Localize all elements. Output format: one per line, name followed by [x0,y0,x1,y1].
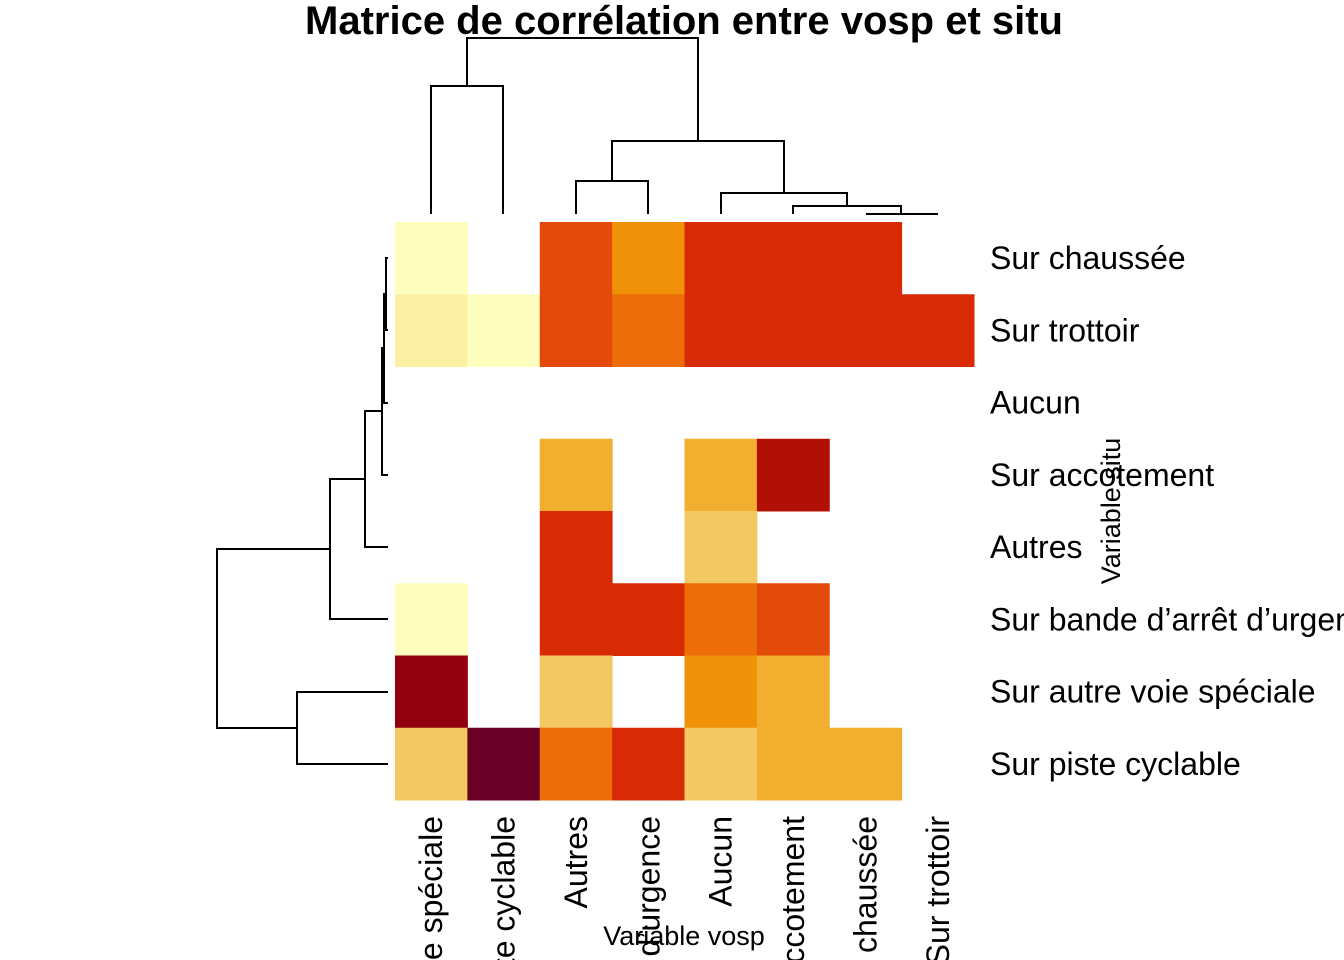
row-label: Autres [990,529,1082,565]
heatmap-cell [395,222,468,295]
heatmap-cell [395,583,468,656]
column-dendrogram [430,37,938,215]
heatmap-cell [539,655,613,729]
heatmap-cell [756,727,830,801]
row-label: Sur bande d’arrêt d’urgence [990,601,1344,637]
column-label: Aucun [703,816,739,907]
row-label: Sur autre voie spéciale [990,674,1316,710]
heatmap-cell [612,727,685,801]
column-label: Sur chaussée [847,816,883,960]
heatmap-cell [539,222,613,295]
heatmap-cell [829,727,903,801]
heatmap-cell [756,294,830,367]
row-label: Sur trottoir [990,312,1140,348]
heatmap-cell [829,294,903,367]
x-axis-label: Variable vosp [603,921,765,951]
heatmap-cell [756,222,830,295]
column-label: Sur accotement [775,816,811,960]
row-label: Aucun [990,385,1081,421]
column-label: Sur autre voie spéciale [413,816,449,960]
heatmap-cell [612,222,685,295]
row-label: Sur chaussée [990,240,1186,276]
row-dendrogram [216,257,388,765]
heatmap-cell [539,727,613,801]
heatmap-cell [395,727,468,801]
heatmap-cell [684,655,758,729]
heatmap-cell [467,294,541,367]
column-label: Autres [558,816,594,908]
heatmap-cell [539,583,613,656]
row-label: Sur piste cyclable [990,746,1241,782]
heatmap-cell [901,294,975,367]
heatmap-cell [684,727,758,801]
heatmap-cell [684,438,758,512]
column-label: Sur trottoir [920,816,956,960]
heatmap-cell [612,294,685,367]
heatmap-cell [612,583,685,656]
column-label: Sur piste cyclable [486,816,522,960]
heatmap-cell [684,583,758,656]
heatmap-cell [756,583,830,656]
heatmap-cell [684,294,758,367]
chart-title: Matrice de corrélation entre vosp et sit… [305,0,1063,43]
heatmap-cell [539,438,613,512]
heatmap-cell [467,727,541,801]
row-label: Sur accotement [990,457,1214,493]
column-label: Sur bande d’arrêt d’urgence [630,816,666,960]
heatmap-cell [684,511,758,584]
heatmap-cell [395,655,468,729]
heatmap-cell [684,222,758,295]
y-axis-label: Variable situ [1096,438,1126,585]
heatmap-cell [395,294,468,367]
heatmap-cell [829,222,903,295]
heatmap-cell [756,438,830,512]
heatmap-cell [539,511,613,584]
heatmap-cell [539,294,613,367]
heatmap-cell [756,655,830,729]
